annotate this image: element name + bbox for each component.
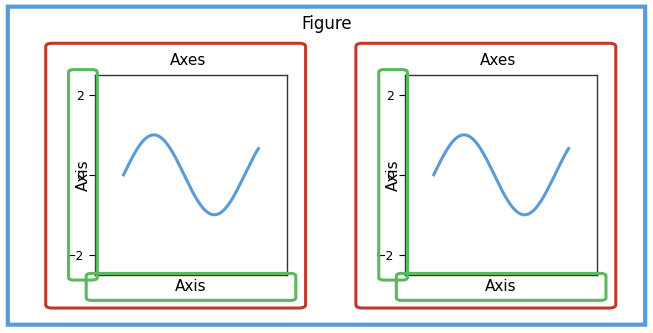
Text: Axis: Axis	[175, 279, 207, 294]
Text: Axis: Axis	[386, 159, 400, 190]
Text: Axis: Axis	[76, 159, 90, 190]
Text: Axes: Axes	[480, 53, 517, 68]
Text: Axis: Axis	[485, 279, 517, 294]
Text: Axes: Axes	[170, 53, 206, 68]
Text: Figure: Figure	[301, 15, 352, 33]
